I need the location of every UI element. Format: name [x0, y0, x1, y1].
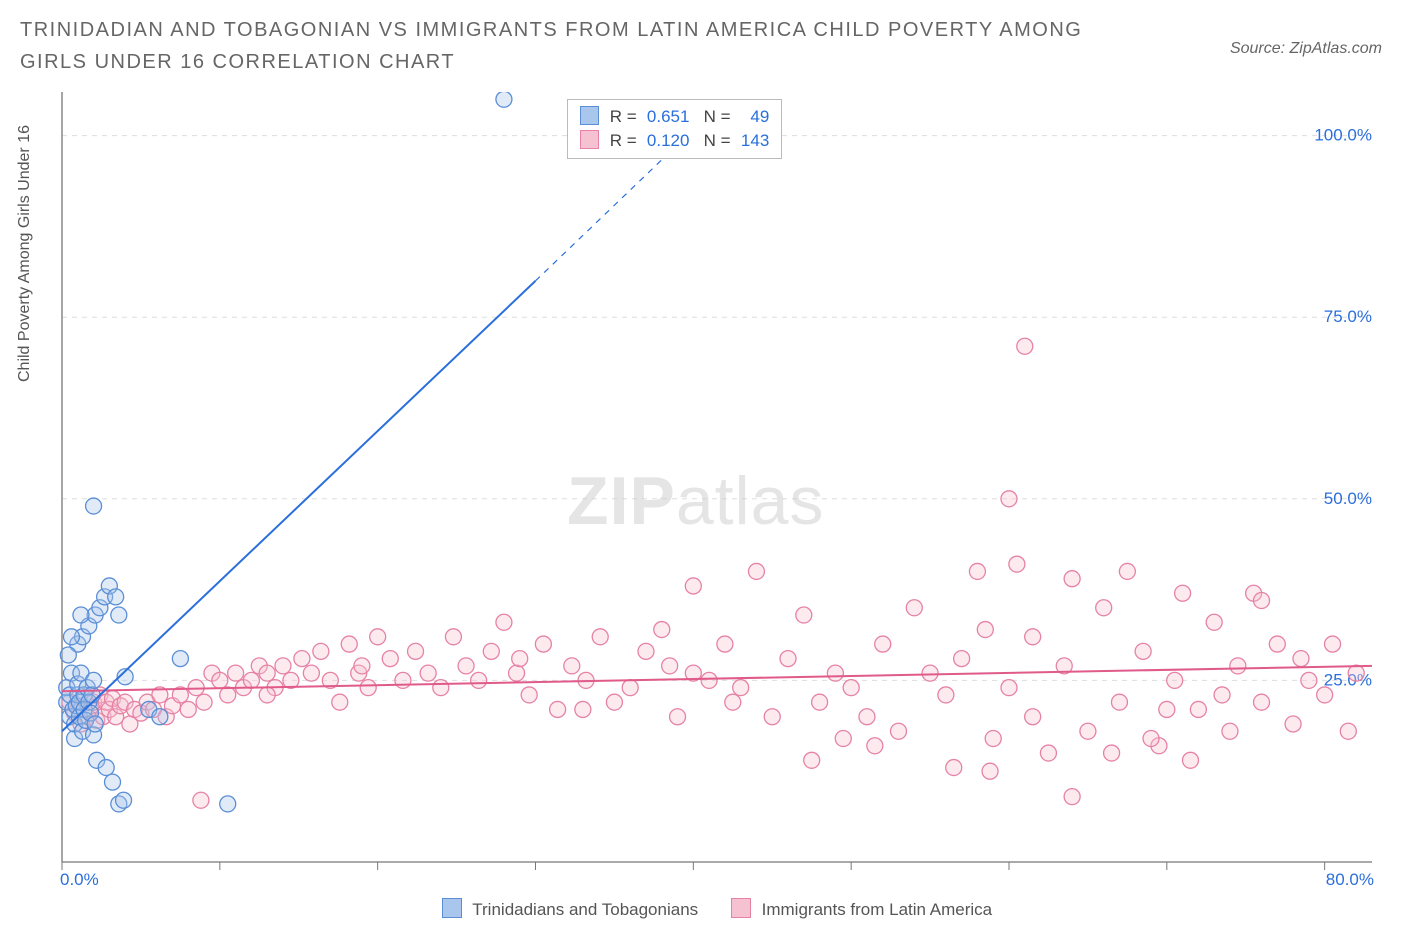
legend: Trinidadians and Tobagonians Immigrants … [0, 898, 1406, 920]
svg-text:50.0%: 50.0% [1324, 489, 1372, 508]
scatter-chart: Child Poverty Among Girls Under 16 25.0%… [52, 92, 1382, 892]
legend-swatch-a [442, 898, 462, 918]
legend-swatch-b [731, 898, 751, 918]
x-tick-label-max: 80.0% [1326, 870, 1374, 890]
correlation-stats-box: R = 0.651 N = 49 R = 0.120 N = 143 [567, 99, 782, 159]
legend-label-b: Immigrants from Latin America [762, 900, 993, 919]
swatch-series-a [580, 106, 599, 125]
chart-title: TRINIDADIAN AND TOBAGONIAN VS IMMIGRANTS… [20, 14, 1120, 78]
legend-label-a: Trinidadians and Tobagonians [472, 900, 698, 919]
swatch-series-b [580, 130, 599, 149]
x-tick-label-min: 0.0% [60, 870, 99, 890]
stats-row-series-b: R = 0.120 N = 143 [580, 129, 769, 153]
svg-text:75.0%: 75.0% [1324, 307, 1372, 326]
stats-row-series-a: R = 0.651 N = 49 [580, 105, 769, 129]
plot-area: 25.0%50.0%75.0%100.0% [52, 92, 1382, 872]
source-attribution: Source: ZipAtlas.com [1230, 40, 1382, 58]
svg-text:100.0%: 100.0% [1314, 126, 1372, 145]
y-axis-label: Child Poverty Among Girls Under 16 [16, 125, 34, 382]
